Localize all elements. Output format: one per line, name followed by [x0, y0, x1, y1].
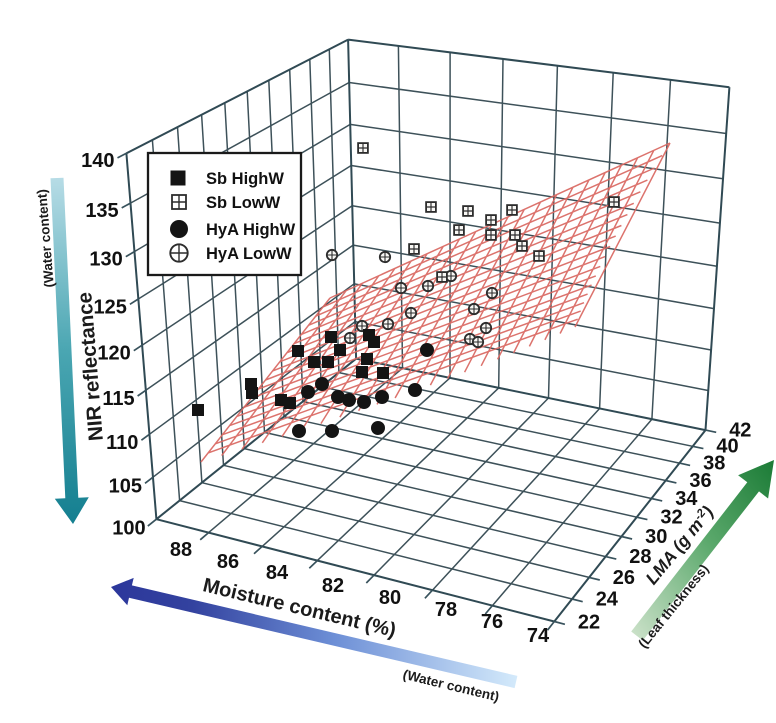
svg-text:130: 130	[89, 249, 122, 271]
svg-text:22: 22	[578, 611, 600, 633]
svg-text:125: 125	[94, 296, 127, 318]
svg-text:86: 86	[217, 551, 239, 573]
svg-text:140: 140	[81, 150, 114, 172]
svg-text:88: 88	[170, 539, 192, 561]
svg-text:HyA HighW: HyA HighW	[206, 221, 296, 239]
svg-text:28: 28	[629, 546, 651, 568]
svg-text:76: 76	[481, 611, 503, 633]
svg-text:135: 135	[85, 200, 118, 222]
svg-text:82: 82	[322, 575, 344, 597]
svg-text:38: 38	[703, 452, 725, 474]
svg-text:Sb LowW: Sb LowW	[206, 194, 281, 212]
svg-text:32: 32	[660, 507, 682, 529]
svg-text:78: 78	[435, 599, 457, 621]
svg-text:40: 40	[716, 436, 738, 458]
svg-text:84: 84	[266, 562, 289, 584]
svg-text:120: 120	[97, 343, 130, 365]
svg-text:24: 24	[596, 589, 619, 611]
svg-text:42: 42	[729, 419, 751, 441]
svg-text:115: 115	[102, 388, 134, 410]
svg-text:34: 34	[675, 488, 698, 510]
svg-text:Sb HighW: Sb HighW	[206, 170, 284, 188]
svg-text:105: 105	[109, 475, 142, 497]
svg-text:HyA LowW: HyA LowW	[206, 245, 292, 263]
svg-text:36: 36	[689, 470, 711, 492]
svg-text:74: 74	[527, 625, 550, 647]
svg-text:26: 26	[613, 567, 635, 589]
svg-text:100: 100	[112, 518, 145, 540]
svg-text:110: 110	[106, 432, 138, 454]
svg-text:30: 30	[645, 526, 667, 548]
svg-text:80: 80	[379, 587, 401, 609]
